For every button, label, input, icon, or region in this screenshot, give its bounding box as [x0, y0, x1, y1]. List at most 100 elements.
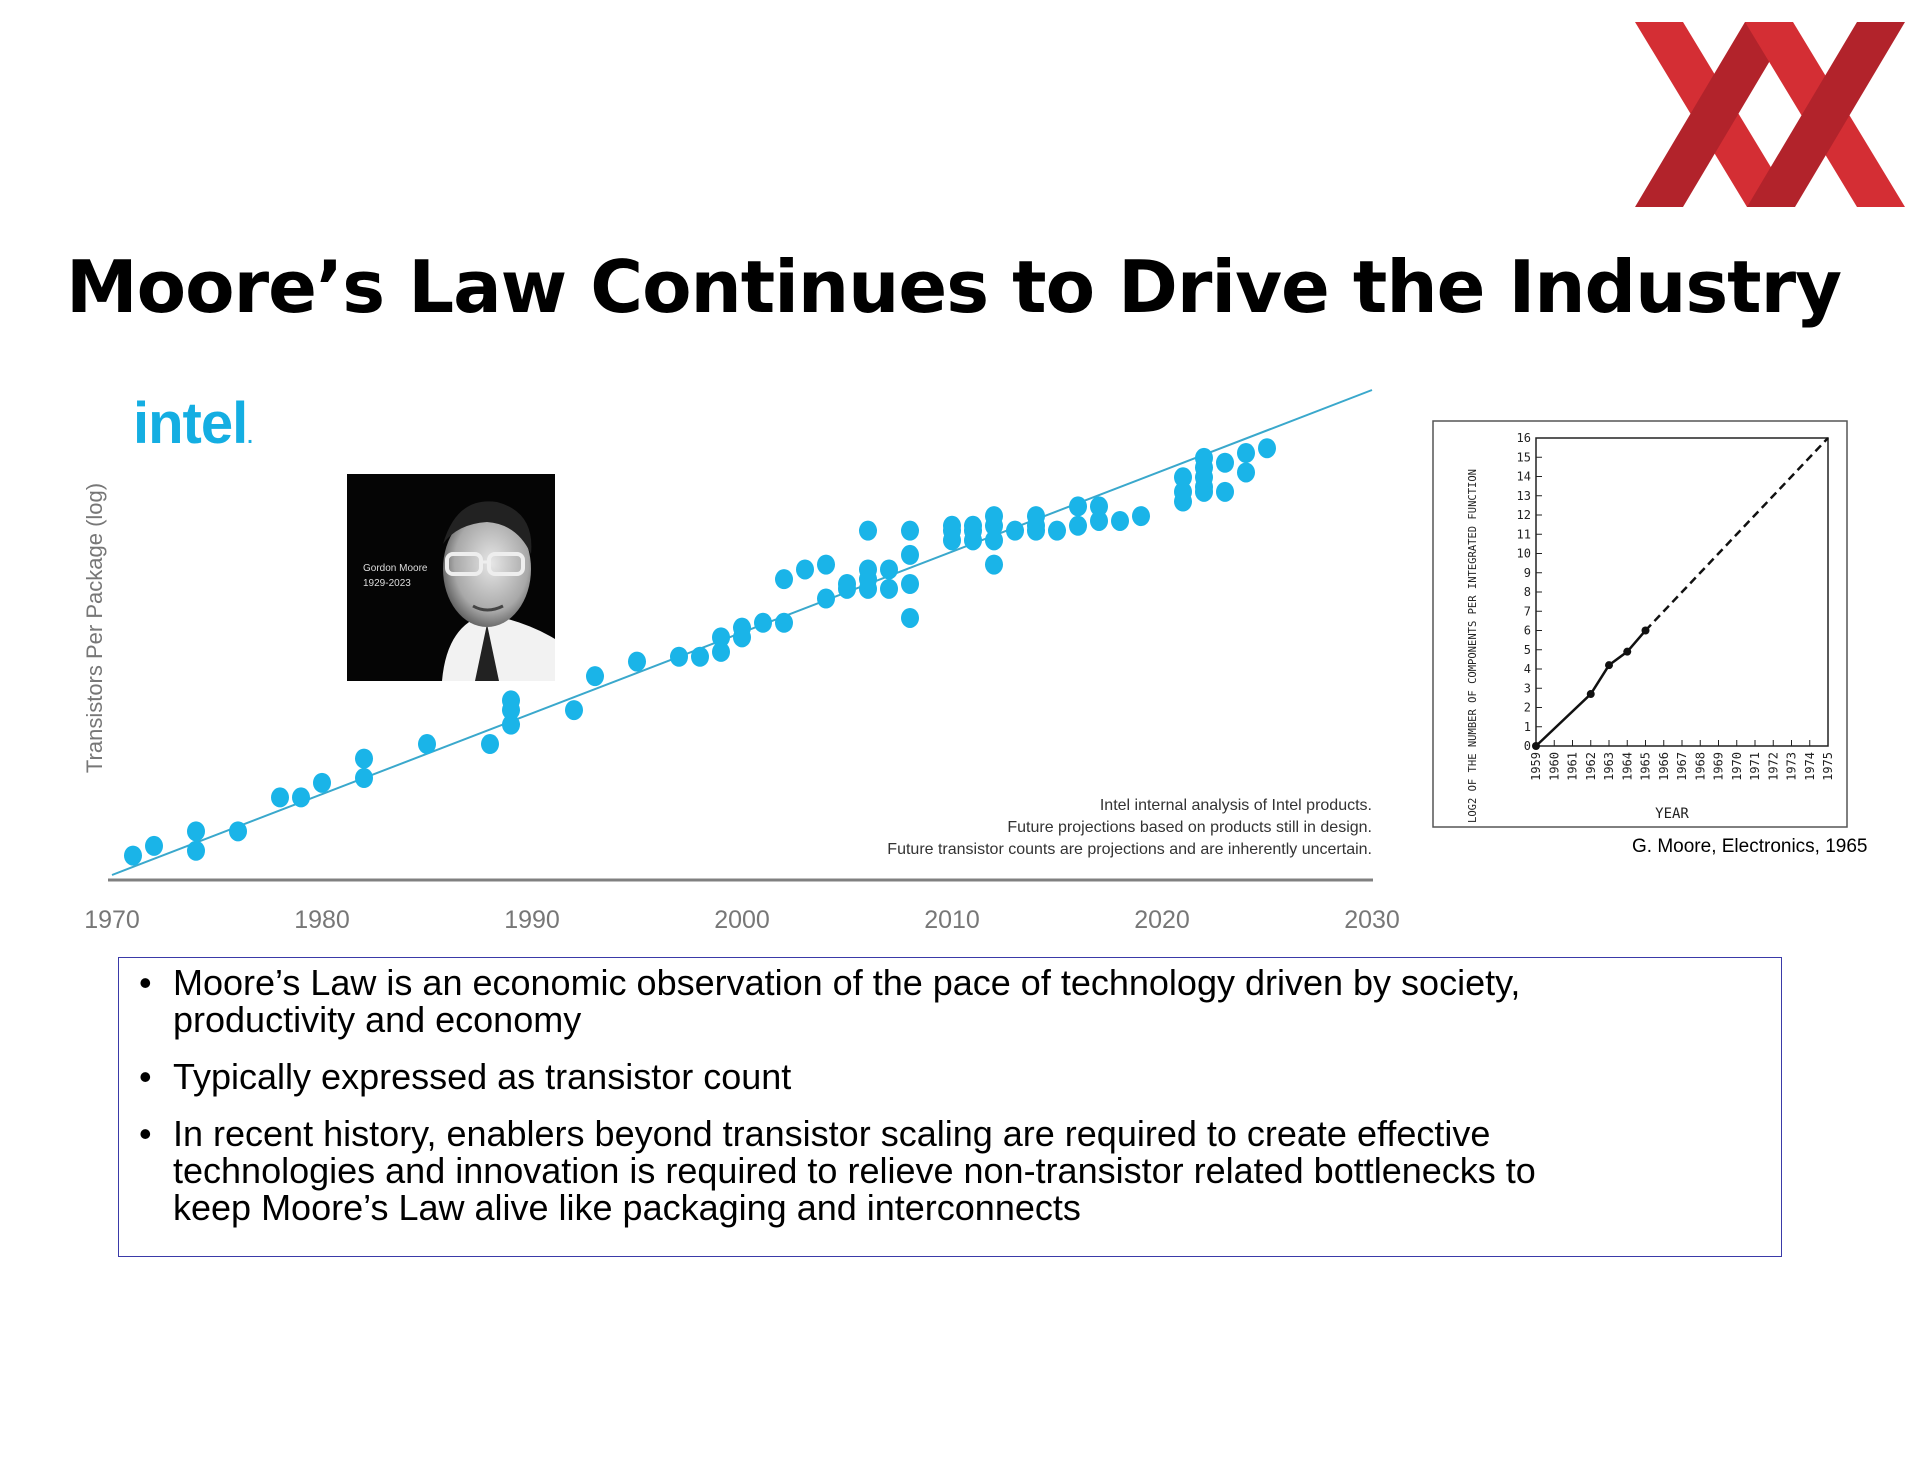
moore-y-tick-label: 16 — [1517, 431, 1531, 445]
data-point — [859, 559, 877, 580]
x-tick-label: 2010 — [924, 906, 980, 934]
data-point — [670, 646, 688, 667]
moore-data-point — [1623, 647, 1632, 656]
x-tick-label: 1980 — [294, 906, 350, 934]
moore-chart-caption: G. Moore, Electronics, 1965 — [1632, 836, 1868, 857]
data-point — [838, 574, 856, 594]
moore-y-tick-label: 0 — [1524, 739, 1531, 753]
data-point — [901, 544, 919, 565]
moore-data-point — [1532, 742, 1540, 750]
moore-x-tick-label: 1960 — [1547, 752, 1561, 781]
moore-y-tick-label: 5 — [1524, 643, 1531, 657]
data-point — [1258, 438, 1276, 459]
intel-logo: intel. — [133, 390, 253, 457]
chart-note-1: Intel internal analysis of Intel product… — [1099, 797, 1372, 814]
bullet-box: Moore’s Law is an economic observation o… — [118, 957, 1782, 1257]
moore-y-tick-label: 1 — [1524, 720, 1531, 734]
moore-x-tick-label: 1965 — [1639, 752, 1653, 781]
data-point — [754, 612, 772, 633]
data-point — [1048, 520, 1066, 541]
bullet-item: Moore’s Law is an economic observation o… — [137, 964, 1761, 1038]
portrait-illustration — [347, 474, 555, 681]
data-point — [712, 641, 730, 662]
moore-y-tick-label: 7 — [1524, 604, 1531, 618]
data-point — [1216, 452, 1234, 473]
moore-x-tick-label: 1970 — [1730, 752, 1744, 781]
corner-logo — [1635, 22, 1905, 207]
x-tick-label: 1970 — [84, 906, 140, 934]
data-point — [733, 617, 751, 638]
photo-name: Gordon Moore — [363, 563, 428, 574]
x-tick-label: 1990 — [504, 906, 560, 934]
data-point — [628, 651, 646, 672]
data-point — [292, 787, 310, 808]
gordon-moore-photo — [347, 474, 555, 681]
moore-y-tick-label: 2 — [1524, 701, 1531, 715]
x-tick-label: 2030 — [1344, 906, 1400, 934]
moore-x-tick-label: 1966 — [1657, 752, 1671, 781]
bullet-line: Moore’s Law is an economic observation o… — [173, 962, 1521, 1003]
moore-y-tick-label: 14 — [1517, 470, 1531, 484]
moore-x-tick-label: 1968 — [1693, 752, 1707, 781]
data-point — [1174, 481, 1192, 502]
data-point — [775, 612, 793, 633]
data-point — [145, 835, 163, 856]
data-point — [817, 554, 835, 575]
moore-x-tick-label: 1967 — [1675, 752, 1689, 781]
data-point — [1090, 510, 1108, 531]
bullet-list: Moore’s Law is an economic observation o… — [119, 958, 1781, 1226]
moore-y-axis-label: LOG2 OF THE NUMBER OF COMPONENTS PER INT… — [1467, 469, 1479, 823]
moore-y-tick-label: 9 — [1524, 566, 1531, 580]
bullet-item: In recent history, enablers beyond trans… — [137, 1115, 1761, 1226]
data-point — [985, 506, 1003, 527]
data-point — [691, 646, 709, 667]
data-point — [1174, 467, 1192, 488]
logo-stroke-2 — [1635, 22, 1793, 207]
data-point — [1069, 496, 1087, 517]
data-point — [187, 821, 205, 842]
data-point — [775, 569, 793, 590]
data-point — [817, 588, 835, 609]
x-tick-label: 2000 — [714, 906, 770, 934]
photo-dates: 1929-2023 — [363, 578, 411, 589]
data-point — [313, 772, 331, 793]
moore-y-tick-label: 13 — [1517, 489, 1531, 503]
moore-x-axis-label: YEAR — [1655, 806, 1689, 822]
moore-x-tick-label: 1963 — [1602, 752, 1616, 781]
data-point — [1111, 510, 1129, 531]
data-point — [859, 520, 877, 541]
chart-note-3: Future transistor counts are projections… — [887, 841, 1372, 858]
intel-logo-dot: . — [247, 426, 252, 448]
data-point — [355, 748, 373, 769]
data-point — [985, 530, 1003, 551]
data-point — [271, 787, 289, 808]
moore-y-tick-label: 3 — [1524, 681, 1531, 695]
data-point — [229, 821, 247, 842]
moore-extrapolation-line — [1644, 437, 1829, 632]
bullet-line: technologies and innovation is required … — [173, 1150, 1536, 1191]
data-point — [502, 690, 520, 711]
bullet-line: In recent history, enablers beyond trans… — [173, 1113, 1491, 1154]
data-point — [502, 714, 520, 735]
y-axis-label: Transistors Per Package (log) — [82, 482, 107, 774]
data-point — [985, 554, 1003, 575]
data-point — [901, 607, 919, 628]
moore-x-tick-label: 1974 — [1803, 752, 1817, 781]
data-point — [1090, 496, 1108, 517]
moore-x-tick-label: 1961 — [1566, 752, 1580, 781]
data-point — [565, 700, 583, 721]
moore-y-tick-label: 8 — [1524, 585, 1531, 599]
data-point — [943, 515, 961, 536]
x-tick-label: 2020 — [1134, 906, 1190, 934]
moore-x-tick-label: 1972 — [1766, 752, 1780, 781]
logo-stroke-4 — [1747, 22, 1905, 207]
moore-y-tick-label: 10 — [1517, 547, 1531, 561]
data-point — [481, 734, 499, 755]
bullet-line: keep Moore’s Law alive like packaging an… — [173, 1187, 1081, 1228]
data-point — [187, 840, 205, 861]
moore-y-tick-label: 15 — [1517, 450, 1531, 464]
moore-x-tick-label: 1975 — [1821, 752, 1835, 781]
chart-note-2: Future projections based on products sti… — [1007, 819, 1372, 836]
data-point — [355, 768, 373, 788]
